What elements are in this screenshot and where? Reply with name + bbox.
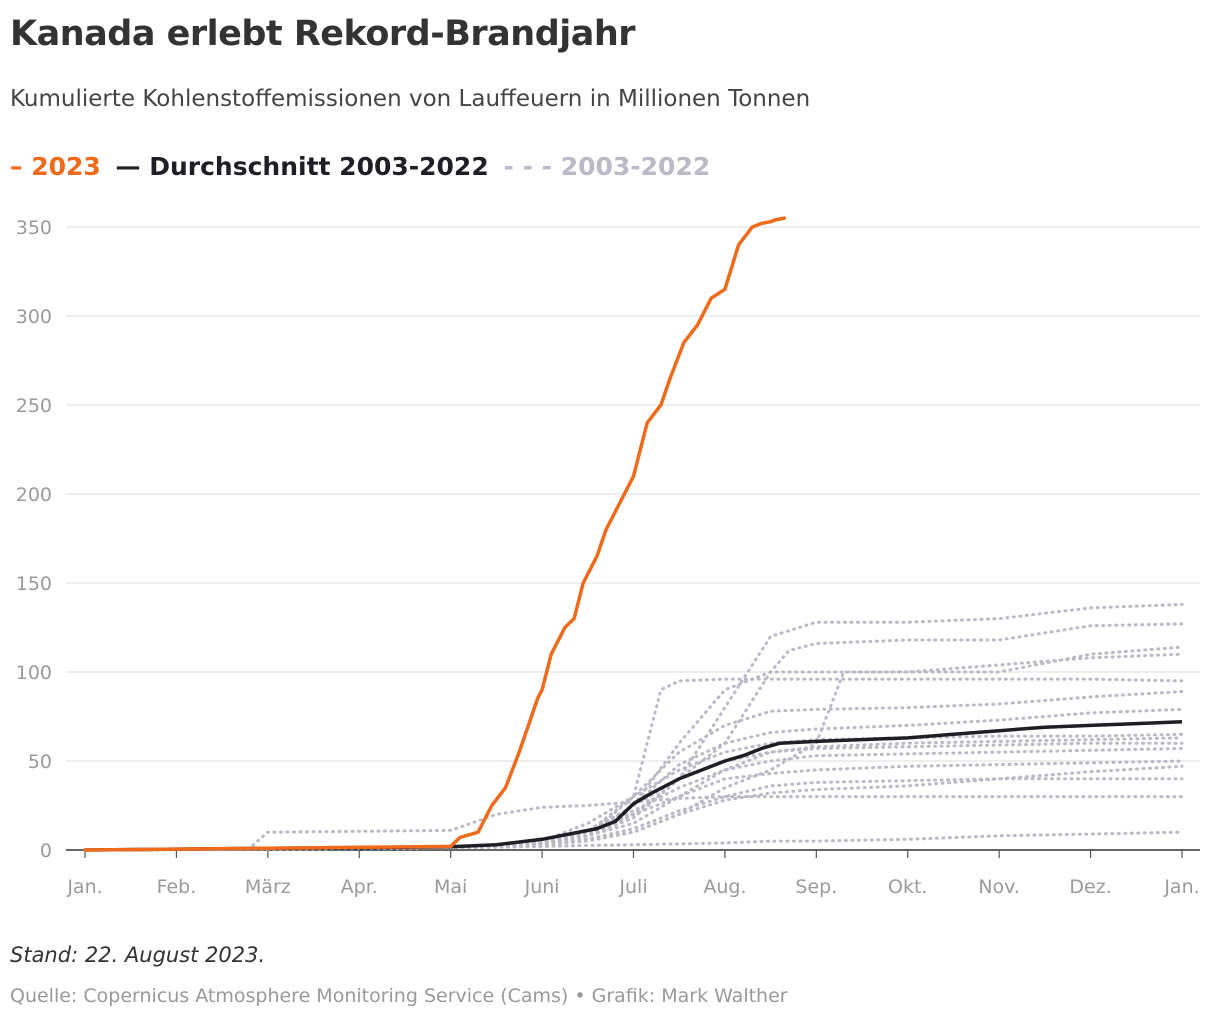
legend-history-range: - - - 2003-2022 xyxy=(503,152,711,181)
x-tick-label: Juni xyxy=(524,876,560,898)
y-tick-label: 200 xyxy=(16,484,52,506)
history-year-line xyxy=(83,764,1184,852)
history-year-line xyxy=(83,602,1184,852)
source-note: Quelle: Copernicus Atmosphere Monitoring… xyxy=(10,985,788,1007)
y-tick-label: 0 xyxy=(40,840,52,862)
legend-average: — Durchschnitt 2003-2022 xyxy=(115,152,489,181)
x-tick-label: Sep. xyxy=(795,876,837,898)
x-tick-label: Okt. xyxy=(888,876,927,898)
y-tick-label: 100 xyxy=(16,662,52,684)
x-tick-label: März xyxy=(245,876,291,898)
x-tick-label: Jan. xyxy=(66,876,102,898)
x-tick-label: Apr. xyxy=(341,876,378,898)
y-tick-label: 150 xyxy=(16,573,52,595)
history-year-line xyxy=(83,795,1184,852)
x-tick-label: Juli xyxy=(618,876,647,898)
y-tick-label: 350 xyxy=(16,217,52,239)
x-tick-label: Nov. xyxy=(978,876,1020,898)
chart-subtitle: Kumulierte Kohlenstoffemissionen von Lau… xyxy=(10,86,811,112)
x-tick-label: Mai xyxy=(434,876,467,898)
legend: – 2023 — Durchschnitt 2003-2022 - - - 20… xyxy=(10,152,716,181)
history-year-line xyxy=(83,830,1184,852)
chart-title: Kanada erlebt Rekord-Brandjahr xyxy=(10,14,636,54)
x-tick-label: Dez. xyxy=(1069,876,1111,898)
y-tick-label: 50 xyxy=(28,751,52,773)
history-year-line xyxy=(83,747,1184,852)
series-2023-line xyxy=(83,216,787,852)
stand-note: Stand: 22. August 2023. xyxy=(10,943,266,967)
average-line xyxy=(84,720,1183,852)
x-tick-label: Feb. xyxy=(157,876,197,898)
y-tick-label: 300 xyxy=(16,306,52,328)
history-year-line xyxy=(83,690,1184,852)
history-year-line xyxy=(83,707,1184,852)
line-chart: 0 50 100 150 200 250 300 350 Jan. Feb. März Apr. Mai… xyxy=(16,216,1200,898)
x-tick-label: Aug. xyxy=(703,876,746,898)
legend-2023: – 2023 xyxy=(10,152,101,181)
history-year-line xyxy=(83,645,1184,852)
x-tick-label: Jan. xyxy=(1163,876,1199,898)
y-tick-label: 250 xyxy=(16,395,52,417)
history-year-line xyxy=(83,732,1184,852)
